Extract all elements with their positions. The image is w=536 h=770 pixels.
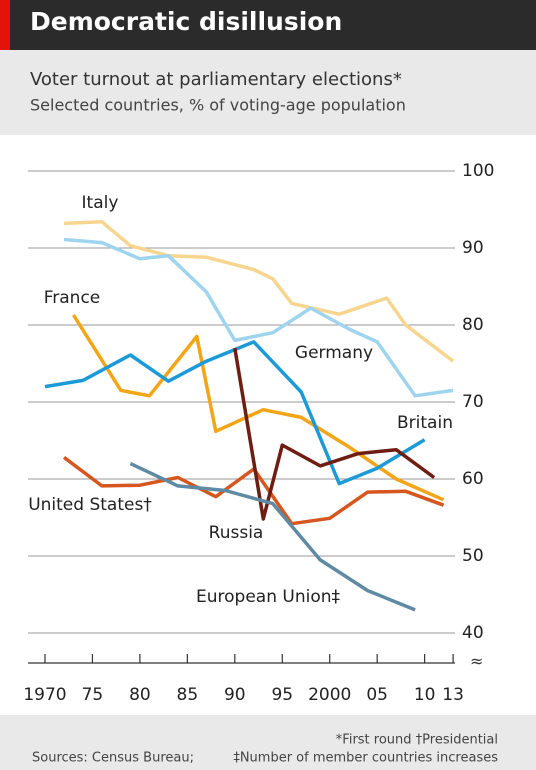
x-tick-label: 85 — [177, 685, 199, 705]
x-tick-label: 80 — [129, 685, 151, 705]
header-band — [0, 0, 536, 50]
footer-band — [0, 715, 536, 770]
series-line — [63, 220, 455, 363]
series-label: Italy — [82, 193, 119, 213]
y-tick-label: 100 — [462, 161, 494, 181]
series-label: United States† — [28, 495, 152, 515]
y-tick-label: 90 — [462, 238, 484, 258]
series-label: Germany — [295, 343, 373, 363]
series-line — [63, 237, 454, 398]
x-tick-label: 95 — [271, 685, 293, 705]
series-label: Russia — [209, 523, 264, 543]
y-tick-label: 40 — [462, 623, 484, 643]
y-tick-label: 70 — [462, 392, 484, 412]
source: Sources: Census Bureau; — [32, 751, 194, 766]
series-line — [44, 340, 426, 486]
x-tick-label: 1970 — [23, 685, 66, 705]
y-tick-label: 80 — [462, 315, 484, 335]
x-tick-label: 90 — [224, 685, 246, 705]
series-line — [72, 314, 445, 502]
series-line — [233, 347, 436, 521]
x-tick-label: 05 — [366, 685, 388, 705]
subtitle-band — [0, 50, 536, 135]
subtitle: Selected countries, % of voting-age popu… — [30, 96, 406, 115]
x-tick-label: 2000 — [308, 685, 351, 705]
x-tick-label: 13 — [442, 685, 464, 705]
series-label: France — [44, 288, 101, 308]
y-tick-label: 60 — [462, 469, 484, 489]
axis-break: ≈ — [470, 652, 483, 671]
x-tick-label: 75 — [82, 685, 104, 705]
x-tick-label: 10 — [414, 685, 436, 705]
series-label: Britain — [397, 413, 453, 433]
series-label: European Union‡ — [196, 587, 340, 607]
chart-title: Democratic disillusion — [30, 7, 342, 36]
y-tick-label: 50 — [462, 546, 484, 566]
subtitle: Voter turnout at parliamentary elections… — [30, 69, 402, 90]
series-line — [129, 462, 416, 612]
red-tab — [0, 0, 10, 50]
footnote: *First round †Presidential — [336, 733, 498, 748]
footnote: ‡Number of member countries increases — [233, 751, 498, 766]
